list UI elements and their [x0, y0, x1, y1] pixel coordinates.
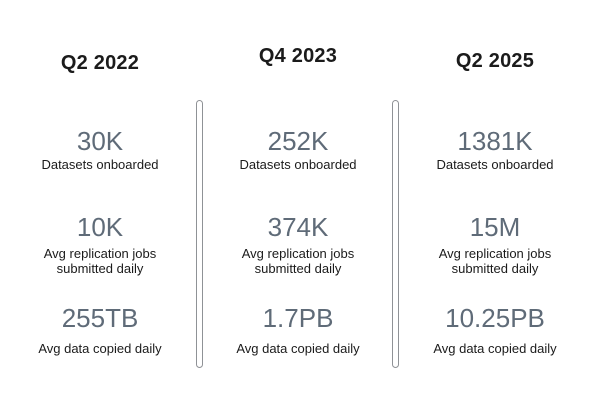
- stat-replication-jobs: 15M Avg replication jobs submitted daily: [395, 213, 595, 276]
- stat-label: Avg replication jobs submitted daily: [241, 246, 355, 276]
- column-q2-2025: Q2 2025 1381K Datasets onboarded 15M Avg…: [395, 0, 595, 400]
- stat-value: 30K: [76, 126, 124, 156]
- stat-label: Datasets onboarded: [436, 157, 554, 172]
- column-title: Q2 2022: [60, 52, 140, 74]
- column-q4-2023: Q4 2023 252K Datasets onboarded 374K Avg…: [198, 0, 398, 400]
- stat-value: 255TB: [61, 303, 139, 333]
- stat-value: 10.25PB: [445, 303, 545, 333]
- stat-label: Avg data copied daily: [433, 341, 557, 356]
- column-title: Q4 2023: [258, 45, 338, 67]
- stat-value: 252K: [267, 126, 329, 156]
- stat-value: 1381K: [457, 126, 533, 156]
- stat-label: Avg data copied daily: [38, 341, 162, 356]
- stat-value: 1.7PB: [262, 303, 334, 333]
- stat-label: Datasets onboarded: [41, 157, 159, 172]
- vertical-divider: [392, 100, 399, 368]
- stat-data-copied: 255TB Avg data copied daily: [0, 304, 200, 356]
- stat-value: 15M: [469, 212, 521, 242]
- stat-label: Avg data copied daily: [236, 341, 360, 356]
- stat-value: 374K: [267, 212, 329, 242]
- stat-data-copied: 1.7PB Avg data copied daily: [198, 304, 398, 356]
- stat-datasets-onboarded: 252K Datasets onboarded: [198, 127, 398, 172]
- stat-label: Avg replication jobs submitted daily: [438, 246, 552, 276]
- vertical-divider: [196, 100, 203, 368]
- stat-replication-jobs: 10K Avg replication jobs submitted daily: [0, 213, 200, 276]
- column-q2-2022: Q2 2022 30K Datasets onboarded 10K Avg r…: [0, 0, 200, 400]
- stat-label: Avg replication jobs submitted daily: [43, 246, 157, 276]
- stat-value: 10K: [76, 212, 124, 242]
- stat-datasets-onboarded: 30K Datasets onboarded: [0, 127, 200, 172]
- column-title: Q2 2025: [455, 50, 535, 72]
- stat-data-copied: 10.25PB Avg data copied daily: [395, 304, 595, 356]
- stat-datasets-onboarded: 1381K Datasets onboarded: [395, 127, 595, 172]
- stat-replication-jobs: 374K Avg replication jobs submitted dail…: [198, 213, 398, 276]
- stat-label: Datasets onboarded: [239, 157, 357, 172]
